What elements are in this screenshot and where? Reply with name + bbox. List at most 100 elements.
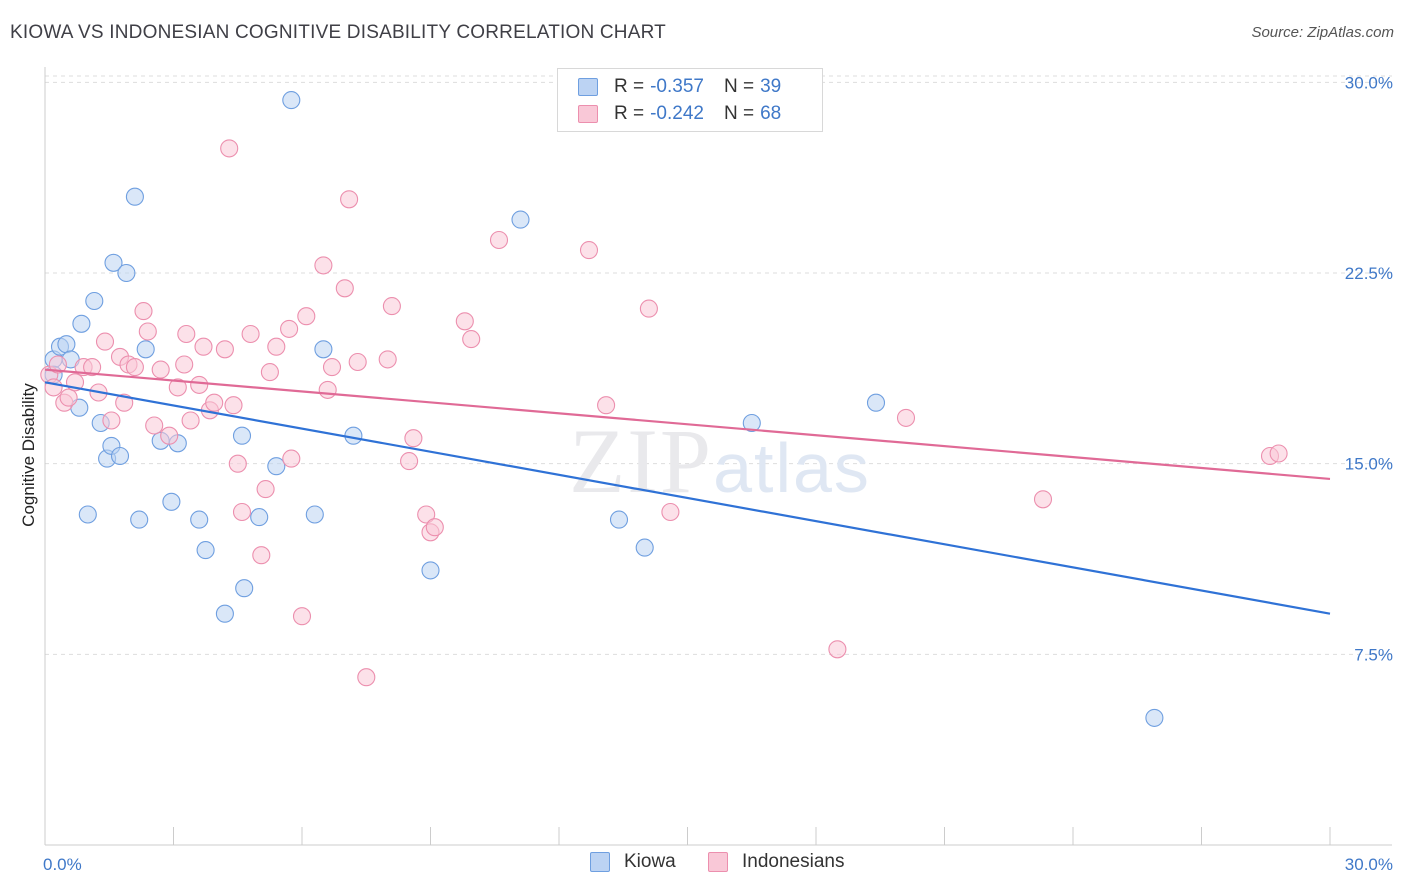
indonesians-point[interactable] bbox=[177, 324, 196, 344]
indonesians-point[interactable] bbox=[357, 668, 376, 687]
kiowa-point[interactable] bbox=[267, 457, 286, 476]
indonesians-point[interactable] bbox=[224, 396, 243, 415]
indonesians-point[interactable] bbox=[292, 607, 312, 626]
indonesians-point[interactable] bbox=[48, 355, 67, 374]
legend-label-indonesians: Indonesians bbox=[742, 851, 845, 872]
indonesians-point[interactable] bbox=[1269, 444, 1288, 463]
kiowa-point[interactable] bbox=[421, 561, 440, 580]
indonesians-point[interactable] bbox=[318, 380, 337, 399]
n-value: 68 bbox=[760, 103, 782, 124]
indonesians-point[interactable] bbox=[282, 449, 301, 468]
indonesians-point[interactable] bbox=[455, 312, 474, 331]
indonesians-point[interactable] bbox=[267, 337, 286, 356]
indonesians-points bbox=[40, 139, 1288, 687]
indonesians-point[interactable] bbox=[425, 518, 444, 537]
indonesians-point[interactable] bbox=[335, 279, 354, 298]
kiowa-point[interactable] bbox=[1145, 708, 1164, 727]
kiowa-point[interactable] bbox=[305, 505, 324, 524]
kiowa-point[interactable] bbox=[110, 446, 130, 466]
indonesians-point[interactable] bbox=[134, 302, 153, 321]
kiowa-point[interactable] bbox=[635, 538, 654, 557]
indonesians-point[interactable] bbox=[220, 139, 239, 158]
indonesians-point[interactable] bbox=[232, 502, 252, 522]
legend-row-indonesians: R = -0.242 N = 68 bbox=[578, 101, 781, 127]
indonesians-point[interactable] bbox=[260, 363, 279, 382]
kiowa-point[interactable] bbox=[866, 393, 886, 412]
kiowa-trend-line bbox=[44, 381, 1331, 615]
r-label: R = bbox=[614, 76, 645, 97]
indonesians-point[interactable] bbox=[896, 408, 916, 427]
r-label: R = bbox=[614, 103, 645, 124]
indonesians-point[interactable] bbox=[297, 307, 316, 326]
indonesians-point[interactable] bbox=[168, 378, 187, 397]
kiowa-point[interactable] bbox=[282, 91, 301, 110]
indonesians-point[interactable] bbox=[138, 322, 157, 341]
indonesians-point[interactable] bbox=[228, 454, 247, 473]
indonesians-point[interactable] bbox=[348, 352, 367, 372]
indonesians-point[interactable] bbox=[280, 319, 299, 338]
indonesians-point[interactable] bbox=[175, 355, 194, 374]
kiowa-point[interactable] bbox=[136, 340, 155, 359]
kiowa-point[interactable] bbox=[57, 335, 76, 354]
kiowa-point[interactable] bbox=[117, 263, 136, 283]
kiowa-point[interactable] bbox=[511, 210, 530, 229]
chart-title: KIOWA VS INDONESIAN COGNITIVE DISABILITY… bbox=[10, 22, 666, 43]
indonesians-point[interactable] bbox=[125, 358, 144, 377]
indonesians-point[interactable] bbox=[828, 640, 847, 659]
indonesians-point[interactable] bbox=[404, 429, 423, 448]
indonesians-point[interactable] bbox=[489, 230, 509, 250]
indonesians-point[interactable] bbox=[639, 299, 658, 318]
indonesians-point[interactable] bbox=[59, 388, 78, 407]
kiowa-point[interactable] bbox=[130, 510, 149, 529]
indonesians-point[interactable] bbox=[190, 375, 209, 394]
kiowa-point[interactable] bbox=[196, 541, 215, 560]
indonesians-point[interactable] bbox=[579, 241, 599, 260]
indonesians-point[interactable] bbox=[102, 411, 121, 430]
indonesians-point[interactable] bbox=[314, 256, 333, 275]
legend-label-kiowa: Kiowa bbox=[624, 851, 676, 872]
indonesians-point[interactable] bbox=[241, 324, 260, 344]
indonesians-point[interactable] bbox=[462, 330, 481, 349]
kiowa-point[interactable] bbox=[162, 492, 181, 511]
indonesians-point[interactable] bbox=[322, 358, 342, 377]
legend-item-kiowa[interactable]: Kiowa bbox=[590, 851, 676, 873]
kiowa-point[interactable] bbox=[125, 187, 144, 206]
kiowa-point[interactable] bbox=[250, 508, 269, 527]
indonesians-point[interactable] bbox=[597, 396, 616, 415]
indonesians-point[interactable] bbox=[215, 340, 234, 359]
indonesians-point[interactable] bbox=[252, 546, 271, 565]
x-tick-label: 30.0% bbox=[1345, 855, 1393, 874]
indonesians-point[interactable] bbox=[151, 360, 170, 379]
indonesians-point[interactable] bbox=[382, 297, 401, 316]
kiowa-point[interactable] bbox=[314, 340, 333, 359]
indonesians-point[interactable] bbox=[256, 480, 275, 499]
kiowa-point[interactable] bbox=[72, 314, 91, 333]
kiowa-point[interactable] bbox=[104, 253, 123, 272]
indonesians-point[interactable] bbox=[378, 350, 397, 369]
indonesians-point[interactable] bbox=[145, 416, 164, 435]
indonesians-point[interactable] bbox=[417, 505, 436, 524]
n-value: 39 bbox=[760, 76, 782, 97]
indonesians-point[interactable] bbox=[400, 452, 419, 471]
indonesians-point[interactable] bbox=[160, 426, 179, 445]
kiowa-point[interactable] bbox=[609, 510, 629, 529]
kiowa-point[interactable] bbox=[78, 505, 97, 524]
legend-item-indonesians[interactable]: Indonesians bbox=[708, 851, 844, 873]
kiowa-point[interactable] bbox=[742, 413, 761, 433]
indonesians-point[interactable] bbox=[340, 190, 359, 209]
indonesians-point[interactable] bbox=[44, 378, 63, 397]
kiowa-point[interactable] bbox=[190, 510, 209, 529]
indonesians-point[interactable] bbox=[194, 337, 213, 356]
indonesians-point[interactable] bbox=[1033, 490, 1053, 509]
kiowa-point[interactable] bbox=[232, 426, 252, 445]
kiowa-point[interactable] bbox=[215, 604, 234, 623]
indonesians-point[interactable] bbox=[181, 411, 200, 430]
indonesians-point[interactable] bbox=[661, 502, 680, 522]
n-label: N = bbox=[723, 76, 755, 97]
kiowa-point[interactable] bbox=[235, 579, 254, 598]
indonesians-point[interactable] bbox=[205, 393, 224, 412]
indonesians-point[interactable] bbox=[83, 358, 102, 377]
indonesians-point[interactable] bbox=[95, 332, 115, 351]
kiowa-point[interactable] bbox=[85, 291, 104, 311]
